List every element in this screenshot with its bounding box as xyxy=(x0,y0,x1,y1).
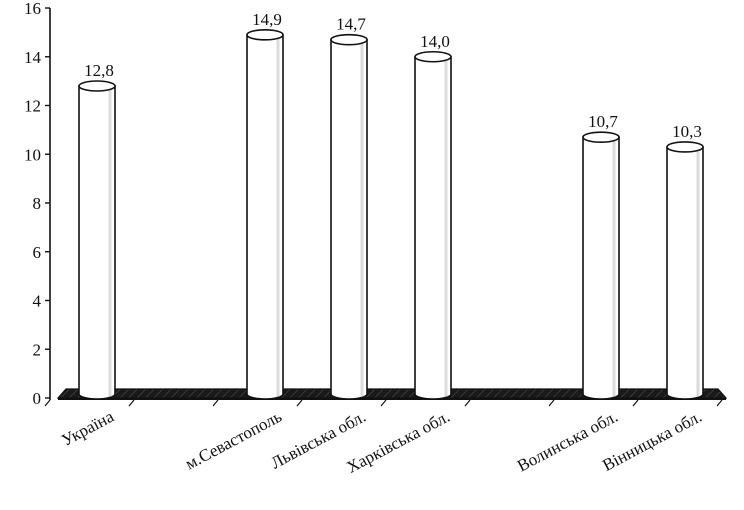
x-category-label: Україна xyxy=(58,407,117,450)
bar-top xyxy=(78,80,116,92)
x-category-label: м.Севастополь xyxy=(182,407,285,474)
data-label: 10,3 xyxy=(672,122,702,141)
bar-body xyxy=(582,136,620,400)
bar-top xyxy=(246,29,284,41)
bar xyxy=(78,80,116,400)
x-tick xyxy=(212,399,219,407)
chart-floor xyxy=(56,388,728,400)
x-tick xyxy=(128,399,135,407)
chart-axes xyxy=(44,7,723,407)
bar-body xyxy=(330,38,368,400)
bar xyxy=(666,141,704,400)
y-tick-label: 2 xyxy=(33,340,42,359)
y-tick-label: 16 xyxy=(24,0,41,18)
bar-body xyxy=(666,146,704,400)
x-tick xyxy=(716,399,723,407)
data-label: 14,7 xyxy=(336,15,366,34)
bar xyxy=(330,33,368,400)
x-tick xyxy=(380,399,387,407)
x-tick xyxy=(548,399,555,407)
x-tick xyxy=(464,399,471,407)
data-label: 10,7 xyxy=(588,112,618,131)
y-tick-label: 14 xyxy=(24,48,42,67)
y-tick-label: 6 xyxy=(33,243,42,262)
data-label: 14,0 xyxy=(420,32,450,51)
bar-body xyxy=(414,55,452,400)
bar-top xyxy=(414,50,452,63)
bar-body xyxy=(78,85,116,400)
x-tick xyxy=(44,399,51,407)
bar xyxy=(246,29,284,400)
bar xyxy=(582,131,620,400)
bar-body xyxy=(246,34,284,400)
y-tick-label: 8 xyxy=(33,194,42,213)
data-label: 14,9 xyxy=(252,10,282,29)
y-tick-label: 0 xyxy=(33,389,42,408)
chart-floor-plane xyxy=(56,388,728,399)
y-tick-label: 10 xyxy=(24,145,41,164)
x-tick xyxy=(632,399,639,407)
data-label: 12,8 xyxy=(84,61,114,80)
y-tick-label: 4 xyxy=(33,292,42,311)
y-tick-label: 12 xyxy=(24,97,41,116)
chart-floor-edge xyxy=(58,398,726,400)
bar-top xyxy=(582,131,620,143)
bar-top xyxy=(666,141,704,153)
x-tick xyxy=(296,399,303,407)
bar-group xyxy=(78,29,704,400)
bar-top xyxy=(330,33,368,46)
bar xyxy=(414,50,452,400)
